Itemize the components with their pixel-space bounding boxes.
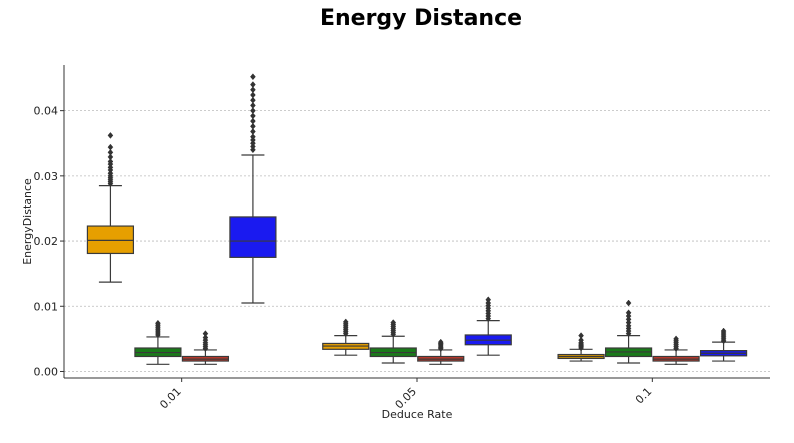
- y-tick-label: 0.03: [34, 170, 59, 183]
- grid-layer: [64, 110, 770, 372]
- outlier-point: [625, 309, 632, 317]
- outlier-point: [342, 318, 349, 326]
- box-series-3-0.01: [181, 330, 230, 365]
- boxes-layer: [86, 73, 748, 365]
- outlier-point: [107, 143, 114, 151]
- box-series-4-0.1: [699, 327, 748, 362]
- outlier-point: [107, 158, 114, 165]
- y-tick-label: 0.04: [34, 105, 59, 118]
- box-series-1-0.05: [322, 318, 370, 356]
- box-series-1-0.1: [557, 332, 605, 362]
- box-series-2-0.01: [134, 319, 182, 365]
- box-series-4-0.05: [464, 296, 512, 356]
- box-iqr: [229, 216, 277, 258]
- box-series-3-0.05: [417, 338, 465, 365]
- outlier-point: [250, 107, 256, 115]
- outlier-point: [578, 332, 584, 340]
- outlier-point: [250, 133, 256, 141]
- box-series-2-0.05: [369, 319, 417, 364]
- outlier-point: [250, 122, 256, 130]
- box-series-4-0.01: [229, 73, 277, 304]
- outlier-point: [107, 153, 114, 161]
- outlier-point: [437, 338, 444, 346]
- outlier-point: [202, 330, 209, 338]
- box-series-3-0.1: [652, 335, 700, 365]
- outlier-point: [107, 148, 114, 156]
- outlier-point: [250, 81, 256, 88]
- box-iqr: [86, 225, 135, 255]
- y-tick-label: 0.01: [34, 300, 59, 313]
- box-series-2-0.1: [604, 299, 653, 364]
- chart-title: Energy Distance: [319, 6, 523, 31]
- outlier-point: [485, 296, 492, 304]
- outlier-point: [250, 91, 256, 99]
- outlier-point: [250, 86, 256, 94]
- outlier-point: [250, 96, 256, 104]
- outlier-point: [250, 102, 256, 109]
- outlier-point: [250, 73, 256, 81]
- outlier-point: [202, 334, 209, 341]
- outlier-point: [720, 327, 727, 335]
- outlier-point: [155, 319, 161, 327]
- x-tick-label: 0.01: [157, 385, 184, 412]
- outlier-point: [390, 319, 397, 326]
- outlier-point: [578, 336, 584, 344]
- x-axis-label: Deduce Rate: [382, 408, 453, 421]
- outlier-point: [250, 128, 256, 135]
- y-axis-label: EnergyDistance: [21, 178, 34, 265]
- box-series-1-0.01: [86, 132, 135, 283]
- outlier-point: [250, 117, 256, 125]
- outlier-point: [107, 132, 114, 139]
- outlier-point: [673, 335, 679, 343]
- y-tick-label: 0.02: [34, 235, 59, 248]
- outlier-point: [625, 299, 632, 307]
- outlier-point: [250, 112, 256, 120]
- axes-layer: [60, 65, 770, 382]
- x-tick-label: 0.1: [633, 385, 655, 407]
- y-tick-label: 0.00: [34, 365, 59, 378]
